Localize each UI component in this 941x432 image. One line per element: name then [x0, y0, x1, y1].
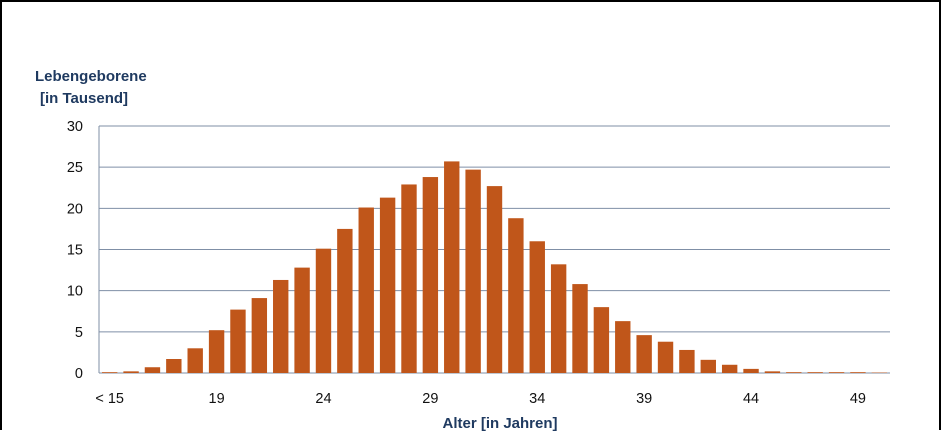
x-tick-label: 49: [850, 391, 866, 407]
bar: [166, 359, 181, 373]
bar: [380, 198, 395, 373]
bar: [123, 371, 138, 373]
x-tick-label: 34: [529, 391, 545, 407]
bar: [487, 186, 502, 373]
bar: [188, 348, 203, 373]
bar: [701, 360, 716, 373]
bar: [743, 369, 758, 373]
bar: [572, 284, 587, 373]
x-tick-label: 39: [636, 391, 652, 407]
y-tick-label: 5: [75, 325, 83, 341]
x-axis-ticks: < 15 19 24 29 34 39 44 49: [95, 391, 866, 407]
bar: [337, 229, 352, 373]
bar: [316, 249, 331, 373]
bar: [786, 372, 801, 373]
bar: [615, 321, 630, 373]
y-tick-label: 15: [67, 243, 83, 259]
bar: [401, 184, 416, 373]
y-tick-label: 25: [67, 160, 83, 176]
bar: [145, 367, 160, 373]
x-tick-label: < 15: [95, 391, 124, 407]
bar: [359, 208, 374, 373]
bar: [765, 371, 780, 373]
y-tick-label: 0: [75, 366, 83, 382]
bar: [252, 298, 267, 373]
y-tick-label: 30: [67, 119, 83, 135]
x-axis-title: Alter [in Jahren]: [442, 415, 557, 432]
bar: [465, 170, 480, 373]
bar: [722, 365, 737, 373]
bar: [530, 241, 545, 373]
bar: [679, 350, 694, 373]
x-tick-label: 29: [422, 391, 438, 407]
bar: [850, 372, 865, 373]
bar: [658, 342, 673, 373]
y-axis-title-line-2: [in Tausend]: [40, 90, 128, 107]
bar: [594, 307, 609, 373]
bar: [444, 161, 459, 373]
bar: [829, 372, 844, 373]
bar: [508, 218, 523, 373]
y-axis-title-line-1: Lebengeborene: [35, 68, 147, 85]
y-axis-ticks: 0 5 10 15 20 25 30: [67, 119, 83, 382]
bar: [636, 335, 651, 373]
bar: [423, 177, 438, 373]
bar: [551, 264, 566, 373]
bar: [807, 372, 822, 373]
y-tick-label: 20: [67, 201, 83, 217]
y-tick-label: 10: [67, 284, 83, 300]
bar: [209, 330, 224, 373]
bars: [102, 161, 887, 373]
bar: [102, 372, 117, 373]
bar: [230, 310, 245, 373]
x-tick-label: 24: [315, 391, 331, 407]
x-tick-label: 44: [743, 391, 759, 407]
bar: [294, 268, 309, 373]
bar: [273, 280, 288, 373]
x-tick-label: 19: [209, 391, 225, 407]
